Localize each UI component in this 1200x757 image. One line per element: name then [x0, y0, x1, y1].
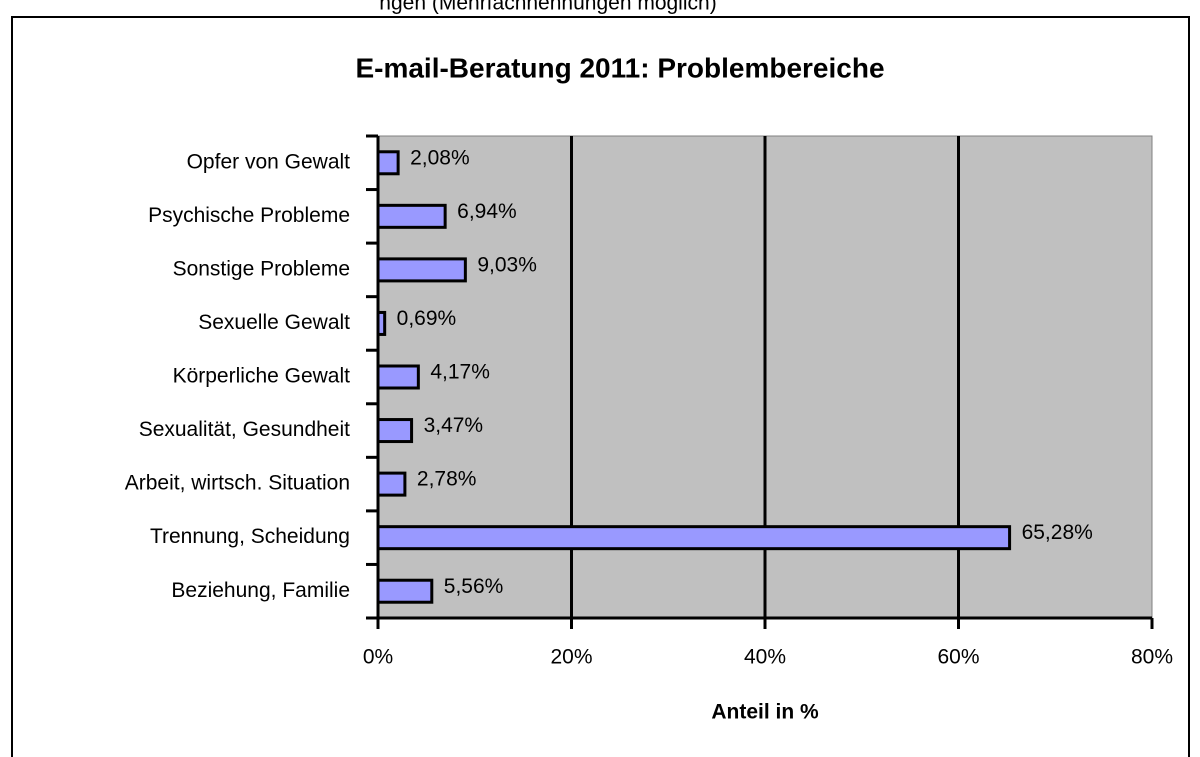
bar: [376, 364, 420, 390]
x-tick-label: 60%: [937, 646, 979, 669]
caption: ngen (Mehrfachnennungen möglich): [379, 0, 716, 15]
x-tick-label: 80%: [1131, 646, 1173, 669]
y-tick-label: Psychische Probleme: [148, 204, 350, 227]
bar: [376, 150, 400, 176]
bar: [376, 257, 467, 283]
value-label: 5,56%: [444, 575, 504, 598]
y-tick-label: Körperliche Gewalt: [173, 365, 351, 388]
y-tick-label: Trennung, Scheidung: [150, 525, 350, 548]
bar: [376, 525, 1012, 551]
y-tick-label: Sonstige Probleme: [173, 257, 350, 280]
y-tick-label: Opfer von Gewalt: [187, 150, 351, 173]
x-axis-title: Anteil in %: [711, 701, 819, 724]
y-tick-label: Sexuelle Gewalt: [198, 311, 350, 334]
value-label: 6,94%: [457, 200, 517, 223]
y-tick-label: Arbeit, wirtsch. Situation: [125, 472, 350, 495]
x-tick-label: 40%: [744, 646, 786, 669]
y-tick-label: Beziehung, Familie: [171, 579, 350, 602]
bar: [376, 471, 407, 497]
bar: [376, 203, 447, 229]
bar: [376, 418, 414, 444]
bar: [376, 578, 434, 604]
x-tick-label: 20%: [550, 646, 592, 669]
x-tick-label: 0%: [363, 646, 393, 669]
value-label: 9,03%: [477, 253, 537, 276]
y-tick-label: Sexualität, Gesundheit: [139, 418, 350, 441]
chart-title: E-mail-Beratung 2011: Problembereiche: [355, 52, 884, 83]
value-label: 3,47%: [424, 414, 484, 437]
value-label: 2,08%: [410, 146, 470, 169]
value-label: 4,17%: [430, 361, 490, 384]
value-label: 0,69%: [397, 307, 457, 330]
value-label: 65,28%: [1022, 521, 1093, 544]
value-label: 2,78%: [417, 468, 477, 491]
